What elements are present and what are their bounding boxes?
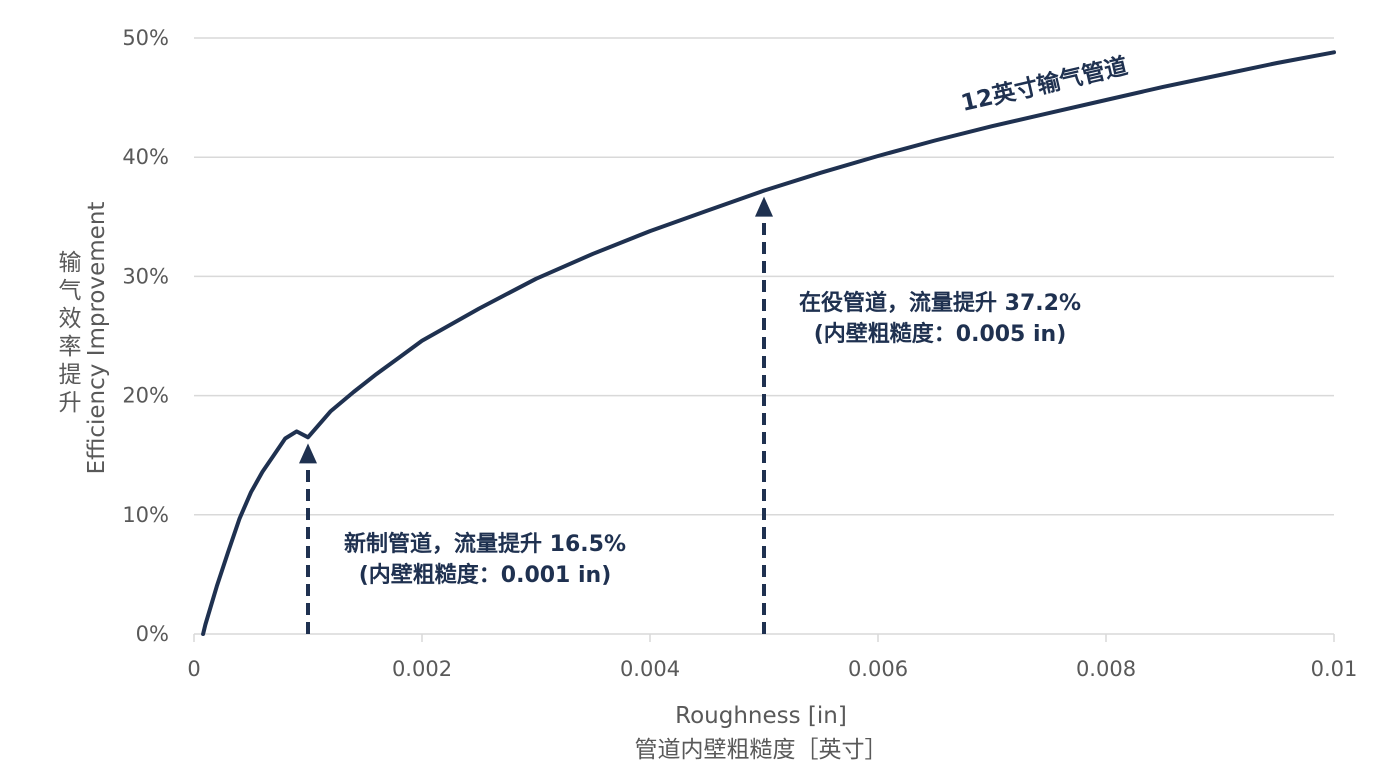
- x-tick-label: 0.004: [620, 657, 680, 681]
- y-tick-labels: 0% 10% 20% 30% 40% 50%: [122, 26, 169, 646]
- y-tick-label: 0%: [136, 622, 169, 646]
- annotation-arrows: [299, 196, 773, 634]
- x-tick-label: 0.002: [392, 657, 452, 681]
- x-tick-label: 0.008: [1076, 657, 1136, 681]
- annotation-1-line1: 新制管道，流量提升 16.5%: [344, 531, 626, 557]
- annotation-2-line1: 在役管道，流量提升 37.2%: [799, 290, 1081, 316]
- series-line: [201, 50, 1336, 636]
- x-axis-title-en: Roughness [in]: [675, 703, 847, 729]
- y-axis-title-zh-char: 气: [59, 278, 82, 304]
- annotation-2-line2: (内壁粗糙度：0.005 in): [814, 321, 1067, 347]
- y-axis-title-zh-char: 率: [59, 334, 82, 360]
- y-axis-title-zh-char: 效: [59, 306, 82, 332]
- y-axis-title-zh-char: 输: [59, 250, 82, 276]
- y-tick-label: 40%: [122, 145, 169, 169]
- y-axis-title-zh: 输气效率提升: [59, 250, 82, 416]
- y-axis-title-en: Efficiency Improvement: [84, 202, 110, 475]
- x-tick-labels: 0 0.002 0.004 0.006 0.008 0.01: [187, 657, 1357, 681]
- x-tick-label: 0: [187, 657, 200, 681]
- y-axis-title-zh-char: 升: [59, 390, 82, 416]
- y-tick-label: 50%: [122, 26, 169, 50]
- x-tick-label: 0.01: [1311, 657, 1358, 681]
- y-tick-label: 20%: [122, 384, 169, 408]
- y-axis-title-zh-char: 提: [59, 362, 82, 388]
- annotation-arrow-head: [755, 196, 773, 217]
- x-tick-label: 0.006: [848, 657, 908, 681]
- annotation-arrow-head: [299, 443, 317, 464]
- y-tick-label: 10%: [122, 503, 169, 527]
- y-tick-label: 30%: [122, 264, 169, 288]
- series-label: 12英寸输气管道: [958, 52, 1130, 117]
- annotation-1-line2: (内壁粗糙度：0.001 in): [359, 562, 612, 588]
- x-axis-title-zh: 管道内壁粗糙度［英寸］: [635, 737, 888, 763]
